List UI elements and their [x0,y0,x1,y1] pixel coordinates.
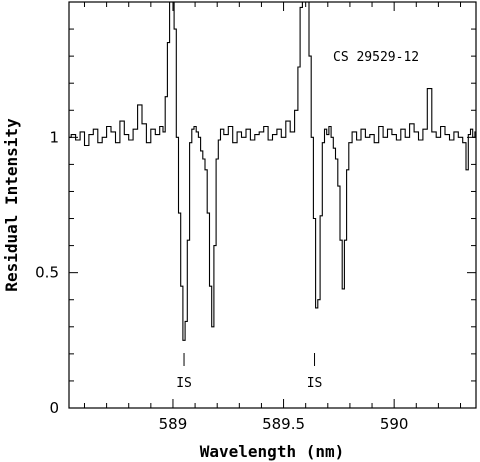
is-marker-label: IS [307,376,323,391]
y-tick-label: 1 [49,128,59,146]
x-tick-label: 589.5 [262,415,305,433]
series-layer [69,2,476,341]
y-tick-label: 0.5 [35,264,59,282]
plot-frame [68,1,477,409]
is-markers: IS IS [176,353,322,391]
x-tick-label: 590 [380,415,409,433]
spectrum-series-line [69,2,476,341]
x-axis-title: Wavelength (nm) [200,442,345,461]
y-tick-label: 0 [49,399,59,417]
star-annotation: CS 29529-12 [333,50,419,65]
y-axis-title: Residual Intensity [2,118,21,292]
is-marker-label: IS [176,376,192,391]
axis-ticks [69,2,476,409]
x-tick-label: 589 [159,415,188,433]
tick-labels: 589 589.5 590 0 0.5 1 [35,128,408,433]
